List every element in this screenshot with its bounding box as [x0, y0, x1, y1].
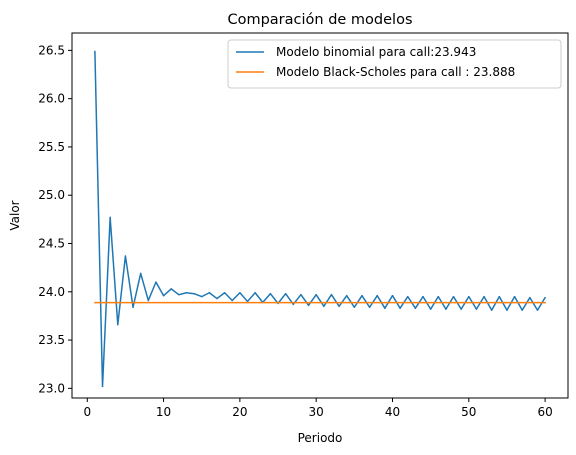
series-1-point — [94, 301, 96, 304]
legend: Modelo binomial para call:23.943 Modelo … — [227, 39, 562, 89]
series-0-point — [132, 306, 134, 308]
y-tick-label: 26.0 — [38, 92, 65, 106]
series-0-point — [422, 295, 424, 298]
series-0-point — [109, 216, 111, 219]
series-0-point — [483, 295, 485, 298]
series-0-point — [445, 308, 447, 310]
series-0-point — [284, 292, 287, 295]
series-0-point — [155, 281, 157, 283]
x-tick-label: 0 — [83, 405, 91, 419]
series-0-point — [101, 385, 104, 388]
series-0-point — [94, 50, 96, 53]
axes-frame — [71, 32, 569, 399]
series-0-point — [460, 308, 462, 310]
y-axis-label: Valor — [8, 200, 22, 230]
series-0-point — [513, 295, 516, 298]
y-tick-label: 26.5 — [38, 43, 65, 57]
y-tick-label: 25.0 — [38, 188, 65, 202]
legend-label-binomial: Modelo binomial para call:23.943 — [276, 45, 476, 59]
legend-box — [227, 39, 562, 89]
series-0-point — [475, 308, 478, 310]
y-tick-label: 24.5 — [38, 237, 65, 251]
series-0-point — [536, 309, 539, 311]
series-0-point — [117, 323, 119, 326]
series-0-point — [246, 300, 249, 303]
series-0-point — [307, 304, 310, 307]
series-0-point — [452, 295, 455, 298]
x-tick-label: 10 — [156, 405, 171, 419]
y-tick-label: 23.0 — [38, 381, 65, 395]
series-0-point — [323, 305, 325, 308]
y-tick-label: 23.5 — [38, 333, 65, 347]
series-0-point — [384, 307, 386, 309]
plot-area — [94, 50, 546, 388]
series-0-point — [254, 292, 256, 294]
series-0-point — [330, 293, 333, 296]
series-0-point — [468, 295, 470, 298]
x-tick-label: 60 — [537, 405, 552, 419]
series-0-point — [414, 307, 417, 309]
series-0-point — [529, 296, 531, 299]
series-0-point — [269, 292, 272, 295]
series-0-point — [124, 255, 127, 257]
chart-title: Comparación de modelos — [227, 12, 412, 28]
y-tick-label: 24.0 — [38, 285, 65, 299]
series-0-point — [185, 292, 188, 294]
series-0-point — [368, 306, 371, 308]
series-0-point — [399, 307, 401, 309]
legend-label-black-scholes: Modelo Black-Scholes para call : 23.888 — [276, 65, 515, 79]
series-0-point — [147, 299, 150, 302]
series-0-point — [506, 309, 508, 311]
series-line-0 — [94, 51, 546, 388]
ticks: 0 10 20 30 40 50 60 23.0 23.5 24.0 24.5 25.0 25.5 26.… — [38, 43, 552, 419]
x-tick-label: 50 — [461, 405, 476, 419]
x-axis-label: Periodo — [298, 431, 343, 445]
series-0-point — [437, 295, 440, 298]
series-0-point — [216, 297, 218, 300]
series-0-point — [170, 288, 172, 290]
series-0-point — [544, 296, 546, 299]
series-0-point — [490, 309, 493, 311]
series-0-point — [139, 272, 142, 275]
series-0-point — [200, 295, 203, 298]
x-tick-label: 30 — [309, 405, 324, 419]
series-0-point — [315, 293, 317, 296]
series-0-point — [521, 309, 523, 311]
series-0-point — [162, 294, 165, 297]
series-0-point — [345, 294, 348, 297]
y-tick-label: 25.5 — [38, 140, 65, 154]
series-0-point — [391, 294, 394, 297]
series-0-point — [376, 294, 378, 297]
series-0-point — [178, 293, 180, 296]
series-0-point — [223, 292, 226, 294]
x-tick-label: 20 — [232, 405, 247, 419]
series-1-point — [544, 301, 546, 304]
x-tick-label: 40 — [385, 405, 400, 419]
series-0-point — [193, 292, 195, 295]
series-0-point — [353, 306, 356, 308]
series-0-point — [231, 299, 233, 302]
series-0-point — [292, 303, 295, 306]
series-0-point — [361, 294, 363, 297]
series-0-point — [338, 305, 340, 308]
series-0-point — [208, 292, 211, 294]
series-0-point — [429, 308, 432, 310]
series-0-point — [407, 295, 409, 298]
series-0-point — [239, 292, 241, 294]
series-0-point — [300, 293, 302, 296]
series-0-point — [498, 295, 501, 298]
